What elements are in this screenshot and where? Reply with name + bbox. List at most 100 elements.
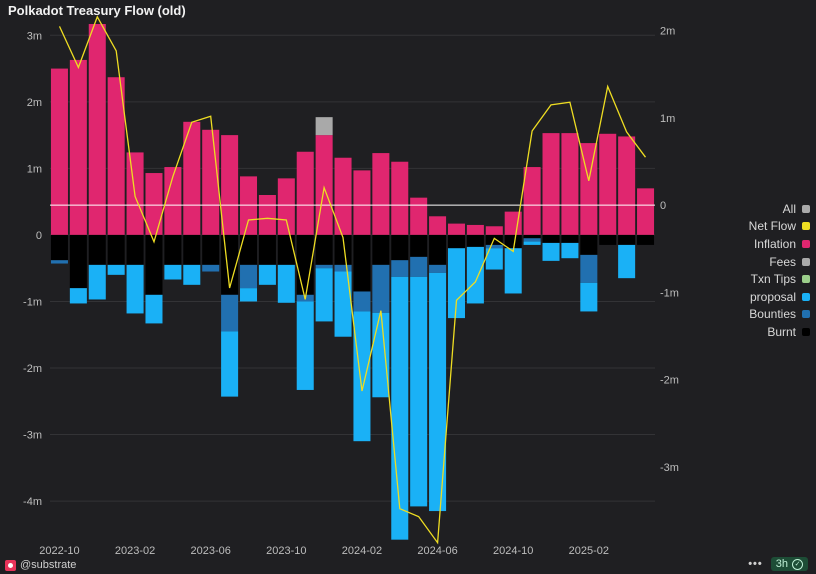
- creator-handle[interactable]: @substrate: [20, 559, 77, 571]
- legend-item-txn-tips[interactable]: Txn Tips: [720, 270, 810, 288]
- legend-item-proposal[interactable]: proposal: [720, 288, 810, 306]
- bar-burnt[interactable]: [353, 234, 371, 292]
- bar-bounties[interactable]: [334, 264, 352, 272]
- bar-burnt[interactable]: [107, 234, 125, 265]
- bar-proposal[interactable]: [618, 244, 636, 279]
- bar-burnt[interactable]: [372, 234, 390, 265]
- bar-burnt[interactable]: [580, 234, 598, 255]
- bar-proposal[interactable]: [410, 276, 428, 507]
- bar-proposal[interactable]: [353, 311, 371, 442]
- bar-inflation[interactable]: [466, 224, 484, 235]
- bar-burnt[interactable]: [637, 234, 655, 245]
- bar-bounties[interactable]: [580, 254, 598, 283]
- bar-inflation[interactable]: [429, 216, 447, 235]
- refresh-badge[interactable]: 3h ✓: [770, 557, 808, 571]
- bar-burnt[interactable]: [258, 234, 276, 265]
- bar-inflation[interactable]: [504, 211, 522, 235]
- bar-burnt[interactable]: [523, 234, 541, 239]
- bar-bounties[interactable]: [391, 260, 409, 277]
- bar-proposal[interactable]: [391, 276, 409, 540]
- legend-item-fees[interactable]: Fees: [720, 253, 810, 271]
- bar-inflation[interactable]: [542, 133, 560, 235]
- bar-inflation[interactable]: [202, 129, 220, 235]
- bar-proposal[interactable]: [447, 248, 465, 319]
- bar-burnt[interactable]: [334, 234, 352, 265]
- bar-burnt[interactable]: [391, 234, 409, 261]
- bar-burnt[interactable]: [202, 234, 220, 265]
- bar-burnt[interactable]: [542, 234, 560, 243]
- bar-proposal[interactable]: [372, 312, 390, 398]
- bar-proposal[interactable]: [315, 268, 333, 322]
- bar-proposal[interactable]: [277, 264, 295, 303]
- more-dots-icon[interactable]: •••: [748, 558, 763, 570]
- bar-proposal[interactable]: [429, 272, 447, 512]
- bar-proposal[interactable]: [561, 242, 579, 259]
- bar-burnt[interactable]: [466, 234, 484, 247]
- bar-inflation[interactable]: [637, 188, 655, 235]
- net-flow-line[interactable]: [58, 15, 647, 545]
- bar-inflation[interactable]: [107, 77, 125, 235]
- bar-proposal[interactable]: [221, 331, 239, 397]
- bar-inflation[interactable]: [183, 121, 201, 235]
- legend-item-all[interactable]: All: [720, 200, 810, 218]
- bar-inflation[interactable]: [50, 68, 68, 235]
- legend-item-burnt[interactable]: Burnt: [720, 323, 810, 341]
- bar-bounties[interactable]: [353, 291, 371, 312]
- legend-item-bounties[interactable]: Bounties: [720, 306, 810, 324]
- bar-proposal[interactable]: [580, 282, 598, 312]
- bar-burnt[interactable]: [88, 234, 106, 265]
- bar-inflation[interactable]: [334, 157, 352, 235]
- bar-burnt[interactable]: [599, 234, 617, 245]
- bar-bounties[interactable]: [50, 260, 68, 264]
- bar-proposal[interactable]: [485, 248, 503, 270]
- bar-proposal[interactable]: [126, 264, 144, 314]
- bar-proposal[interactable]: [334, 271, 352, 337]
- bar-proposal[interactable]: [466, 246, 484, 304]
- bar-proposal[interactable]: [296, 301, 314, 390]
- bar-bounties[interactable]: [240, 264, 258, 289]
- bar-inflation[interactable]: [258, 195, 276, 235]
- bar-bounties[interactable]: [202, 264, 220, 272]
- bar-inflation[interactable]: [599, 133, 617, 235]
- bar-proposal[interactable]: [258, 264, 276, 285]
- bar-proposal[interactable]: [88, 264, 106, 300]
- bar-burnt[interactable]: [618, 234, 636, 245]
- bar-burnt[interactable]: [126, 234, 144, 265]
- bar-proposal[interactable]: [183, 264, 201, 285]
- bar-inflation[interactable]: [296, 151, 314, 235]
- legend-item-net-flow[interactable]: Net Flow: [720, 218, 810, 236]
- bar-inflation[interactable]: [561, 133, 579, 235]
- bar-inflation[interactable]: [523, 167, 541, 235]
- bar-bounties[interactable]: [372, 264, 390, 313]
- bar-burnt[interactable]: [315, 234, 333, 265]
- bar-inflation[interactable]: [391, 161, 409, 235]
- bar-bounties[interactable]: [410, 256, 428, 277]
- bar-inflation[interactable]: [277, 178, 295, 235]
- bar-burnt[interactable]: [277, 234, 295, 265]
- bar-burnt[interactable]: [410, 234, 428, 257]
- bar-fees[interactable]: [315, 117, 333, 136]
- bar-burnt[interactable]: [164, 234, 182, 265]
- bar-proposal[interactable]: [542, 242, 560, 261]
- footer-attribution[interactable]: @substrate: [5, 559, 76, 571]
- bar-proposal[interactable]: [145, 294, 163, 324]
- bar-burnt[interactable]: [561, 234, 579, 243]
- bar-bounties[interactable]: [221, 294, 239, 332]
- bar-inflation[interactable]: [145, 173, 163, 235]
- bar-inflation[interactable]: [447, 223, 465, 235]
- bar-burnt[interactable]: [447, 234, 465, 249]
- legend-item-inflation[interactable]: Inflation: [720, 235, 810, 253]
- bar-proposal[interactable]: [107, 264, 125, 275]
- bar-inflation[interactable]: [372, 153, 390, 235]
- bar-inflation[interactable]: [485, 226, 503, 235]
- bar-bounties[interactable]: [315, 264, 333, 269]
- bar-proposal[interactable]: [164, 264, 182, 280]
- bar-inflation[interactable]: [88, 23, 106, 235]
- bar-burnt[interactable]: [183, 234, 201, 265]
- bar-bounties[interactable]: [523, 238, 541, 242]
- bar-burnt[interactable]: [145, 234, 163, 295]
- bar-inflation[interactable]: [580, 143, 598, 235]
- bar-burnt[interactable]: [69, 234, 87, 289]
- bar-inflation[interactable]: [69, 59, 87, 235]
- bar-bounties[interactable]: [429, 264, 447, 273]
